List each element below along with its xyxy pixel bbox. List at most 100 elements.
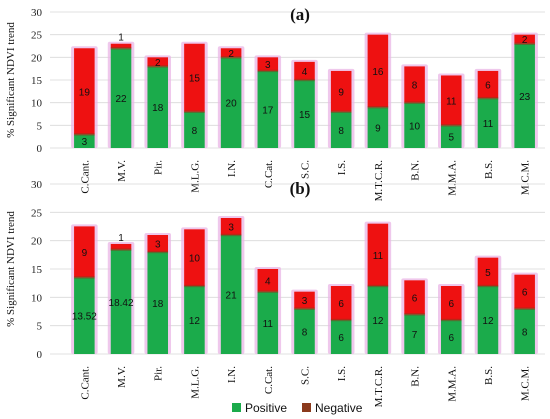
bar-negative-M.T.C.R. [367, 223, 389, 286]
bar-positive-M.L.G. [184, 286, 205, 354]
category-label: C.Cant. [79, 160, 91, 194]
data-label-positive: 13.52 [72, 312, 97, 323]
bar-negative-M.C.M. [514, 274, 535, 309]
bar-positive-M.L.G. [184, 111, 205, 148]
data-label-positive: 8 [302, 327, 308, 338]
bar-positive-C.Cat. [257, 291, 279, 354]
data-label-negative: 16 [372, 67, 384, 78]
bar-segment-divider [514, 307, 535, 310]
bar-segment-divider [330, 110, 352, 113]
legend-label-positive: Positive [245, 401, 287, 415]
bar-negative-C.Cant. [74, 226, 95, 278]
legend-swatch-negative [302, 403, 311, 412]
data-label-negative: 3 [302, 296, 308, 307]
category-label: I.S. [336, 160, 348, 176]
bar-segment-divider [74, 133, 95, 136]
y-tick-label: 30 [31, 7, 43, 19]
bar-segment-divider [477, 284, 499, 288]
category-label: I.S. [336, 366, 348, 382]
data-label-positive: 9 [375, 124, 381, 135]
y-axis-label: % Significant NDVI trend [5, 211, 17, 327]
bar-segment-divider [110, 47, 132, 50]
y-tick-label: 25 [31, 30, 43, 42]
data-label-positive: 21 [226, 291, 238, 302]
category-label: B.S. [483, 160, 495, 179]
bar-positive-C.Cant. [74, 277, 95, 354]
bar-positive-B.S. [477, 98, 499, 148]
y-tick-label: 20 [31, 52, 43, 64]
bar-positive-Pir. [147, 66, 169, 148]
category-label: B.N. [410, 160, 422, 181]
data-label-positive: 12 [372, 316, 384, 327]
bar-negative-M.L.G. [184, 43, 205, 112]
bar-negative-C.Cat. [257, 269, 279, 292]
data-label-positive: 18.42 [109, 298, 134, 309]
y-tick-label: 0 [37, 143, 43, 155]
category-label: M.T.C.R. [373, 366, 385, 408]
bar-negative-B.N. [404, 66, 425, 103]
bar-negative-B.S. [477, 257, 499, 286]
data-label-negative: 9 [338, 87, 344, 98]
data-label-negative: 1 [118, 233, 124, 244]
bar-negative-Pir. [147, 57, 169, 67]
legend-swatch-positive [232, 403, 241, 412]
data-label-positive: 11 [483, 119, 494, 130]
data-label-positive: 7 [412, 330, 418, 341]
bar-positive-B.S. [477, 286, 499, 354]
bar-segment-divider [220, 56, 242, 59]
bar-positive-C.Cat. [257, 70, 279, 148]
data-label-positive: 20 [226, 99, 238, 110]
category-label: C.Cant. [79, 366, 91, 400]
y-tick-label: 10 [31, 292, 43, 304]
bar-negative-I.N. [220, 218, 242, 235]
bar-positive-M.V. [110, 249, 132, 354]
bar-segment-divider [404, 101, 425, 104]
data-label-negative: 6 [412, 293, 418, 304]
bar-positive-C.Cant. [74, 134, 95, 148]
bar-segment-divider [257, 69, 279, 73]
data-label-negative: 9 [82, 248, 88, 259]
bar-negative-S.C. [294, 291, 315, 309]
bar-negative-M.V. [110, 243, 132, 250]
data-label-positive: 18 [152, 299, 164, 310]
bar-positive-M.C.M. [514, 308, 535, 354]
bar-segment-divider [294, 307, 315, 310]
y-tick-label: 15 [31, 75, 43, 87]
data-label-negative: 2 [155, 58, 161, 69]
bar-positive-M.C.M. [514, 43, 535, 148]
bar-positive-I.S. [330, 320, 352, 354]
bar-negative-I.N. [220, 48, 242, 58]
bar-segment-divider [330, 318, 352, 322]
bar-negative-C.Cat. [257, 57, 279, 71]
y-tick-label: 15 [31, 264, 43, 276]
bar-negative-M.T.C.R. [367, 34, 389, 108]
bar-segment-divider [294, 78, 315, 82]
category-label: S.C. [300, 366, 312, 385]
data-label-negative: 3 [265, 60, 271, 71]
y-tick-label: 10 [31, 98, 43, 110]
y-tick-label: 30 [31, 179, 43, 191]
category-label: M.V. [116, 366, 128, 388]
bar-positive-M.M.A. [440, 125, 462, 148]
bar-negative-B.S. [477, 70, 499, 99]
data-label-negative: 8 [412, 81, 418, 92]
category-label: C.Cat. [263, 160, 275, 188]
data-label-positive: 22 [115, 94, 127, 105]
data-label-positive: 6 [338, 333, 344, 344]
bar-negative-I.S. [330, 286, 352, 320]
bar-negative-C.Cant. [74, 48, 95, 135]
category-label: M.M.A. [446, 160, 458, 196]
data-label-negative: 11 [446, 96, 457, 107]
bar-positive-B.N. [404, 314, 425, 354]
bar-positive-M.T.C.R. [367, 286, 389, 354]
bar-negative-Pir. [147, 235, 169, 252]
category-label: M.L.G. [189, 160, 201, 193]
bar-segment-divider [440, 124, 462, 127]
bar-segment-divider [514, 42, 535, 45]
bar-negative-B.N. [404, 280, 425, 315]
bar-segment-divider [367, 284, 389, 288]
panel-label: (a) [290, 5, 310, 24]
